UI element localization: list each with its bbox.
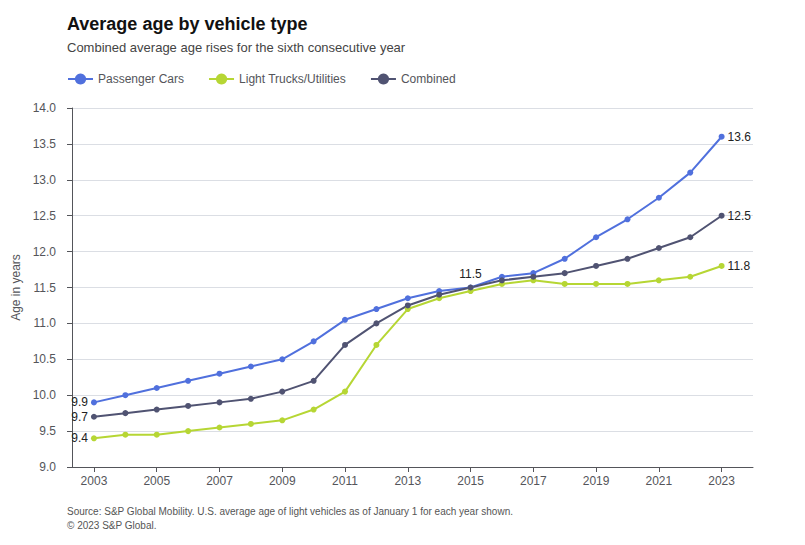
svg-text:9.9: 9.9: [71, 395, 88, 409]
svg-text:12.5: 12.5: [33, 209, 57, 223]
svg-text:9.0: 9.0: [39, 460, 56, 474]
svg-text:10.0: 10.0: [33, 388, 57, 402]
svg-text:11.8: 11.8: [728, 259, 751, 273]
svg-text:2019: 2019: [583, 474, 610, 488]
svg-text:11.5: 11.5: [34, 281, 57, 295]
svg-text:2017: 2017: [520, 474, 547, 488]
svg-text:2023: 2023: [708, 474, 735, 488]
svg-text:Combined: Combined: [401, 72, 456, 86]
svg-text:2011: 2011: [332, 474, 358, 488]
svg-text:9.4: 9.4: [71, 431, 88, 445]
svg-text:14.0: 14.0: [33, 101, 57, 115]
svg-text:10.5: 10.5: [33, 352, 57, 366]
svg-text:Age in years: Age in years: [9, 254, 23, 321]
svg-text:11.5: 11.5: [459, 267, 482, 281]
svg-text:2003: 2003: [81, 474, 108, 488]
svg-text:Average age by vehicle type: Average age by vehicle type: [67, 14, 307, 34]
svg-text:2021: 2021: [646, 474, 673, 488]
svg-text:12.5: 12.5: [728, 209, 752, 223]
svg-text:Source: S&P Global Mobility. U: Source: S&P Global Mobility. U.S. averag…: [67, 506, 513, 517]
svg-text:11.0: 11.0: [34, 316, 57, 330]
svg-text:Light Trucks/Utilities: Light Trucks/Utilities: [239, 72, 346, 86]
svg-text:© 2023 S&P Global.: © 2023 S&P Global.: [67, 520, 156, 531]
svg-text:12.0: 12.0: [33, 245, 57, 259]
svg-text:13.6: 13.6: [728, 130, 752, 144]
svg-text:9.5: 9.5: [39, 424, 56, 438]
svg-text:Combined average age rises for: Combined average age rises for the sixth…: [67, 40, 406, 55]
svg-text:9.7: 9.7: [71, 410, 88, 424]
svg-text:13.5: 13.5: [33, 137, 57, 151]
svg-text:2013: 2013: [394, 474, 421, 488]
svg-text:2015: 2015: [457, 474, 484, 488]
svg-text:2007: 2007: [206, 474, 233, 488]
svg-text:2009: 2009: [269, 474, 296, 488]
svg-text:2005: 2005: [143, 474, 170, 488]
svg-text:Passenger Cars: Passenger Cars: [98, 72, 184, 86]
svg-text:13.0: 13.0: [33, 173, 57, 187]
